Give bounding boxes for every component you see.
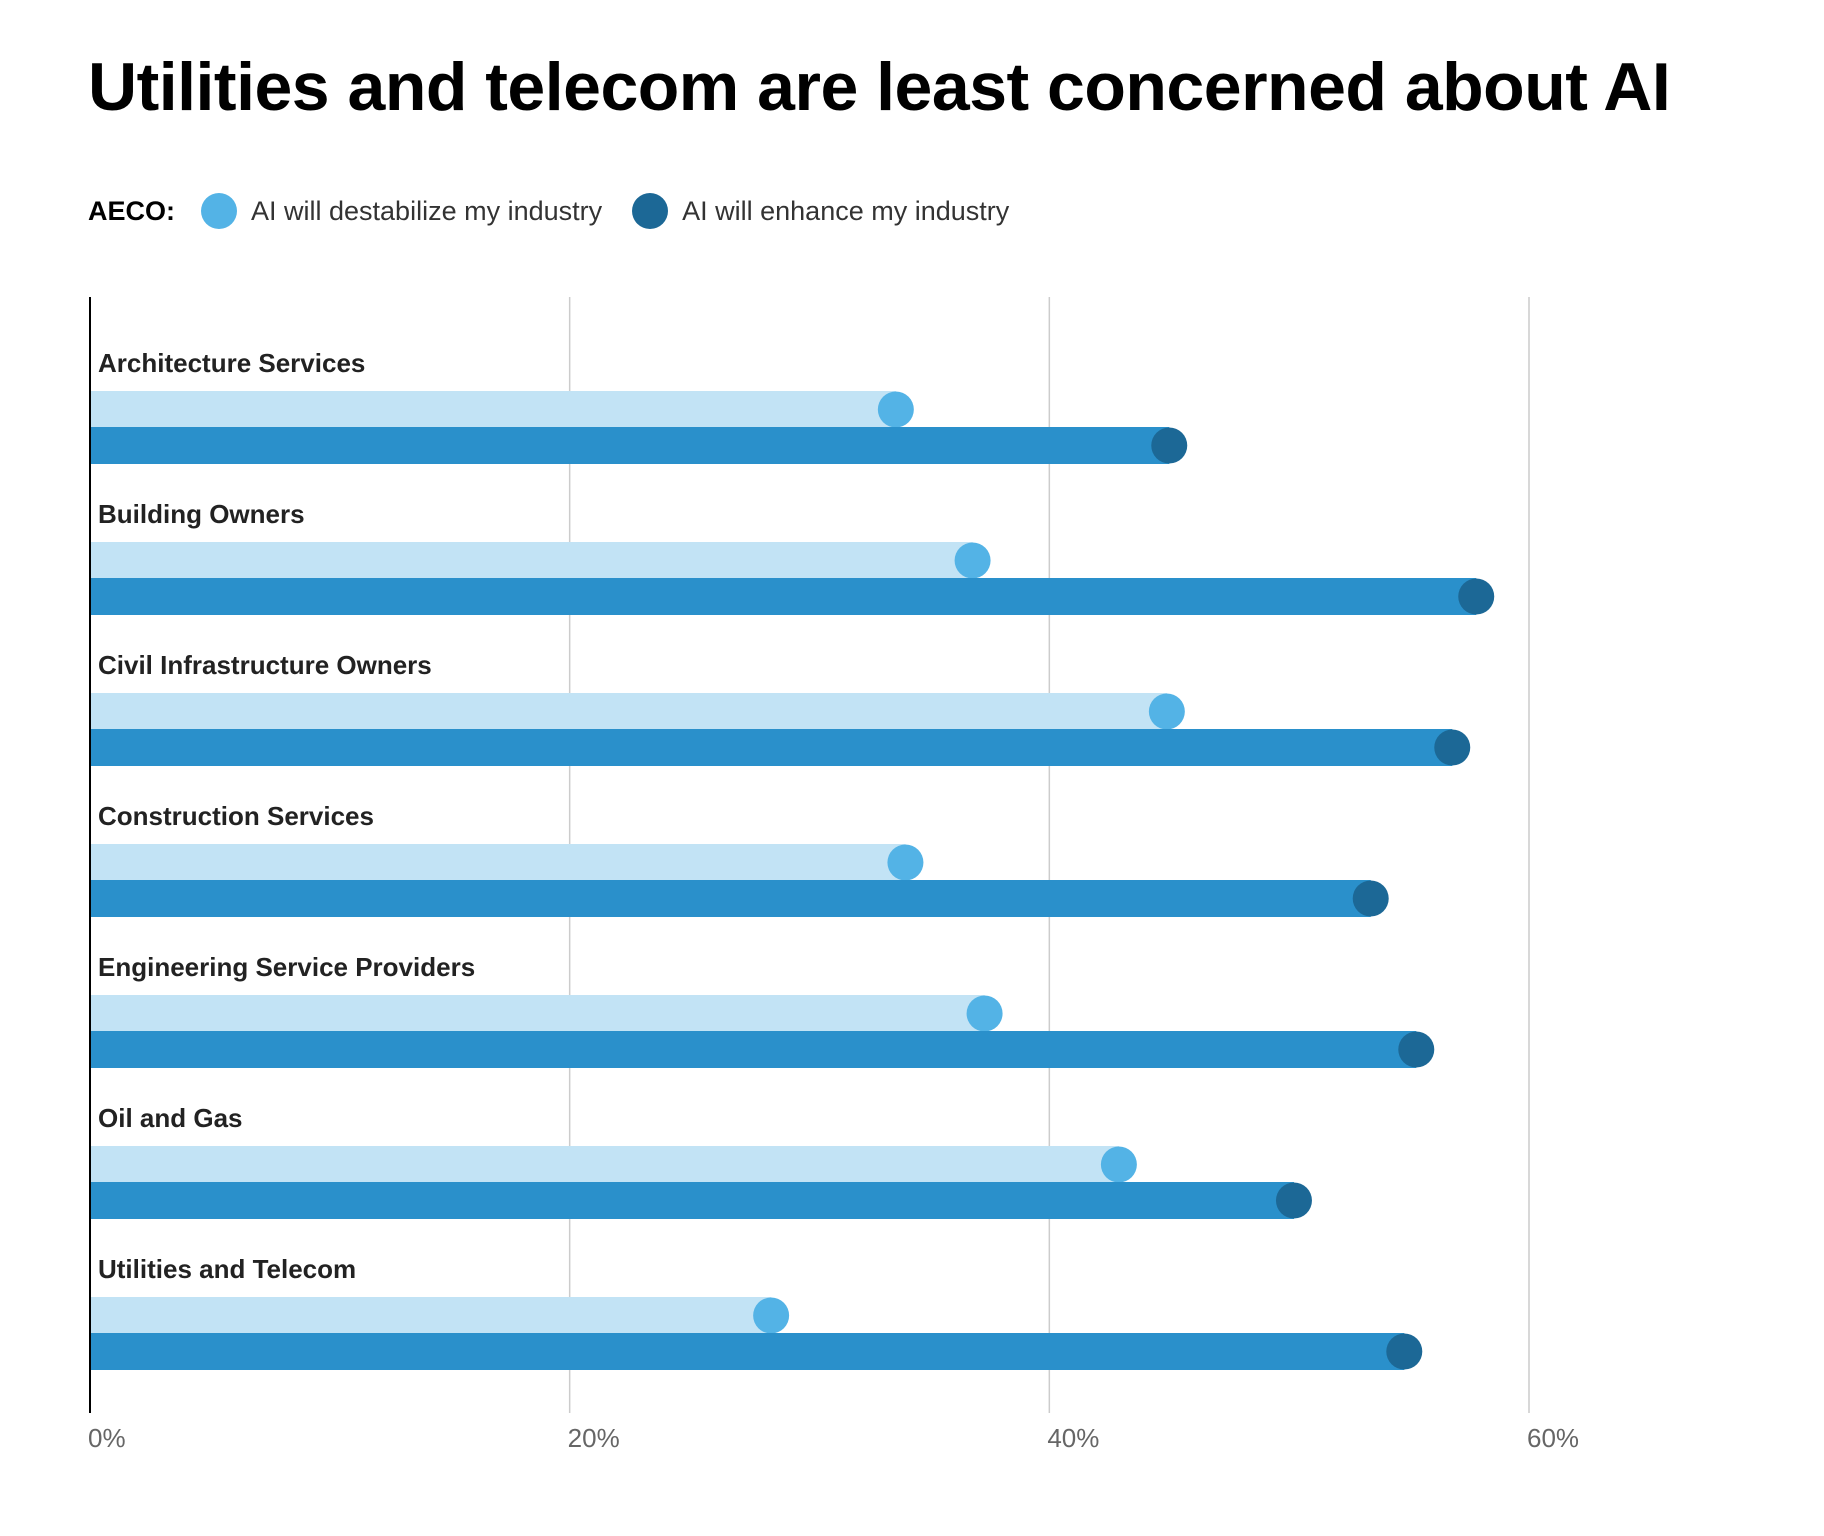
dot-destabilize <box>1148 693 1185 730</box>
x-tick-label: 20% <box>568 1423 620 1453</box>
bar-destabilize <box>90 995 985 1032</box>
dot-enhance <box>1151 427 1188 464</box>
legend-dot-destabilize <box>201 193 237 229</box>
dot-enhance <box>1434 729 1471 766</box>
category-label: Oil and Gas <box>98 1103 243 1133</box>
x-tick-label: 40% <box>1047 1423 1099 1453</box>
dot-destabilize <box>954 542 991 579</box>
legend-dot-enhance <box>632 193 669 229</box>
category-label: Building Owners <box>98 499 305 529</box>
bar-destabilize <box>90 391 896 428</box>
category-label: Utilities and Telecom <box>98 1254 356 1284</box>
chart-title: Utilities and telecom are least concerne… <box>88 49 1671 125</box>
category-label: Architecture Services <box>98 348 365 378</box>
bar-enhance <box>90 427 1170 464</box>
bar-destabilize <box>90 1297 772 1334</box>
bar-enhance <box>90 880 1371 917</box>
dot-enhance <box>1386 1333 1423 1370</box>
dot-enhance <box>1275 1182 1312 1219</box>
category-label: Construction Services <box>98 801 374 831</box>
x-tick-label: 0% <box>88 1423 126 1453</box>
dot-destabilize <box>966 995 1003 1032</box>
bar-destabilize <box>90 844 906 881</box>
bar-enhance <box>90 1031 1417 1068</box>
legend-text-destabilize: AI will destabilize my industry <box>251 195 603 226</box>
legend-item-enhance: AI will enhance my industry <box>632 193 1009 229</box>
dot-destabilize <box>1100 1146 1137 1183</box>
bar-destabilize <box>90 693 1167 730</box>
legend-text-enhance: AI will enhance my industry <box>682 195 1010 226</box>
bar-enhance <box>90 1182 1294 1219</box>
category-label: Civil Infrastructure Owners <box>98 650 432 680</box>
x-tick-label: 60% <box>1527 1423 1579 1453</box>
dot-enhance <box>1398 1031 1435 1068</box>
bar-enhance <box>90 729 1453 766</box>
dot-destabilize <box>887 844 924 881</box>
bar-enhance <box>90 1333 1405 1370</box>
dot-destabilize <box>753 1297 790 1334</box>
bar-destabilize <box>90 542 973 579</box>
legend: AECO: AI will destabilize my industry AI… <box>88 193 1039 229</box>
legend-label: AECO: <box>88 195 175 226</box>
dot-enhance <box>1352 880 1389 917</box>
legend-item-destabilize: AI will destabilize my industry <box>201 193 602 229</box>
bar-enhance <box>90 578 1477 615</box>
category-label: Engineering Service Providers <box>98 952 475 982</box>
bar-destabilize <box>90 1146 1119 1183</box>
dot-destabilize <box>877 391 914 428</box>
dot-enhance <box>1458 578 1495 615</box>
